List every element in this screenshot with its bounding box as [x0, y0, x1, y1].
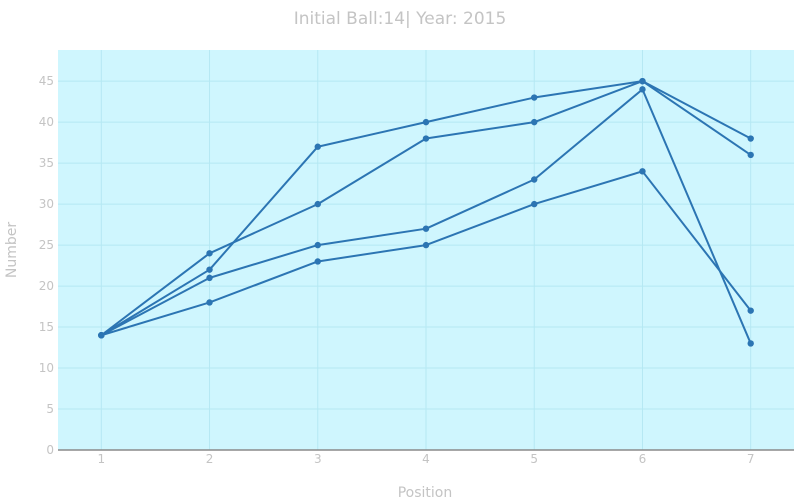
x-axis-title: Position: [398, 485, 453, 500]
x-tick-label: 1: [97, 452, 105, 466]
y-tick-label: 35: [39, 156, 54, 170]
data-point: [314, 200, 321, 208]
y-axis-title: Number: [4, 222, 20, 278]
vertical-gridlines: [100, 50, 752, 450]
x-tick-label: 4: [422, 452, 430, 466]
data-point: [639, 86, 646, 93]
data-point: [531, 176, 538, 183]
data-point: [639, 168, 646, 175]
x-tick-labels: 1 2 3 4 5 6 7: [97, 452, 754, 466]
y-tick-label: 30: [39, 197, 54, 211]
x-tick-label: 6: [639, 452, 647, 466]
y-tick-label: 20: [39, 279, 54, 293]
y-tick-label: 10: [39, 361, 54, 375]
y-tick-label: 15: [39, 320, 54, 334]
y-tick-label: 25: [39, 238, 54, 252]
data-point: [747, 340, 754, 347]
y-tick-label: 40: [39, 115, 54, 129]
data-point: [314, 258, 321, 265]
data-point: [206, 299, 213, 306]
series-draw-2: [98, 77, 754, 339]
data-point: [422, 118, 430, 126]
data-point: [206, 266, 213, 273]
data-point: [531, 200, 538, 208]
data-point: [314, 241, 321, 249]
data-point: [747, 135, 754, 142]
data-point: [98, 332, 105, 339]
data-point: [531, 94, 538, 101]
data-point: [531, 118, 538, 126]
data-point: [747, 307, 754, 314]
y-tick-label: 45: [39, 74, 54, 88]
data-point: [422, 225, 430, 232]
series-draw-4: [98, 168, 754, 339]
y-tick-labels: 0 5 10 15 20 25 30 35 40 45: [39, 74, 54, 457]
data-point: [422, 241, 430, 249]
data-point: [422, 135, 430, 142]
x-tick-label: 3: [314, 452, 322, 466]
chart-title: Initial Ball:14| Year: 2015: [294, 9, 507, 29]
series-layer: [98, 77, 754, 347]
y-tick-label: 0: [46, 443, 54, 457]
x-tick-label: 7: [747, 452, 755, 466]
data-point: [206, 250, 213, 257]
x-tick-label: 5: [530, 452, 538, 466]
y-tick-label: 5: [46, 402, 54, 416]
x-tick-label: 2: [206, 452, 214, 466]
data-point: [747, 151, 754, 159]
data-point: [639, 77, 646, 85]
data-point: [314, 143, 321, 150]
data-point: [206, 274, 213, 282]
